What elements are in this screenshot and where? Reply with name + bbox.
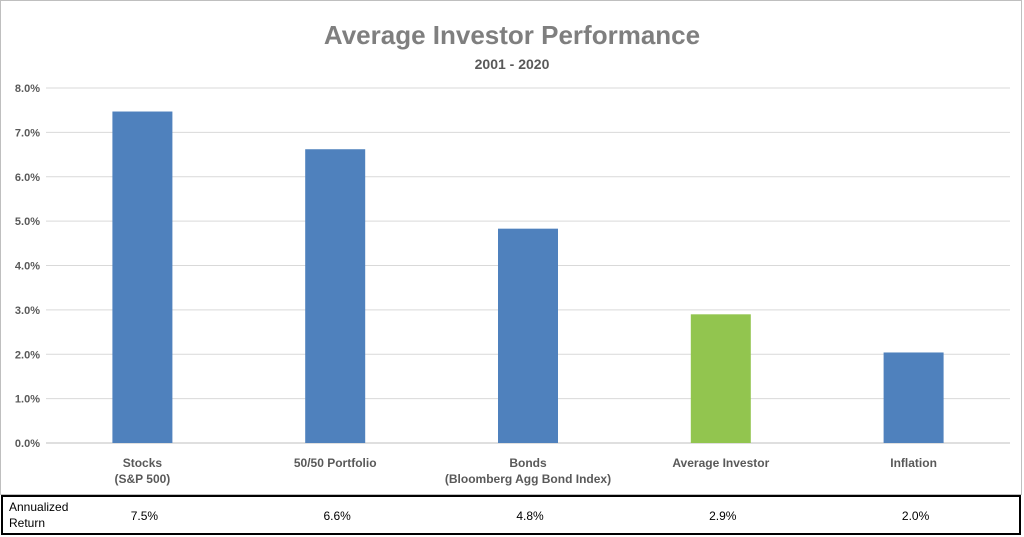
annualized-return-table: Annualized Return 7.5% 6.6% 4.8% 2.9% 2.0% [1, 495, 1021, 535]
y-tick-label: 2.0% [15, 349, 40, 361]
y-tick-label: 6.0% [15, 172, 40, 184]
x-category-label: Stocks [123, 456, 163, 470]
y-tick-label: 0.0% [15, 438, 40, 450]
x-category-label: Average Investor [672, 456, 769, 470]
x-category-label: 50/50 Portfolio [294, 456, 377, 470]
table-row-header: Annualized Return [9, 500, 69, 530]
x-category-label: Bonds [509, 456, 547, 470]
table-cell: 6.6% [323, 509, 351, 523]
bar [690, 314, 751, 443]
x-axis-labels: Stocks (S&P 500) 50/50 Portfolio Bonds (Bloo… [114, 456, 936, 486]
x-category-label: (S&P 500) [114, 472, 170, 486]
y-tick-label: 1.0% [15, 394, 40, 406]
table-cell: 7.5% [130, 509, 159, 523]
y-tick-label: 4.0% [15, 261, 40, 273]
y-tick-label: 5.0% [15, 216, 40, 228]
table-cell: 4.8% [516, 509, 544, 523]
y-axis-ticks: 0.0% 1.0% 2.0% 3.0% 4.0% 5.0% 6.0% 7.0% 8.0% [15, 83, 40, 450]
chart-subtitle: 2001 - 2020 [474, 56, 550, 72]
y-tick-label: 7.0% [15, 127, 40, 139]
y-tick-label: 3.0% [15, 305, 40, 317]
chart-frame [0, 0, 1022, 495]
table-cell: 2.9% [709, 509, 737, 523]
bar [112, 111, 173, 444]
chart-title: Average Investor Performance [323, 20, 701, 50]
bar-chart: 0.0% 1.0% 2.0% 3.0% 4.0% 5.0% 6.0% 7.0% 8.0% Sto… [15, 83, 1010, 486]
table-cell: 2.0% [901, 509, 930, 523]
bar [498, 228, 558, 443]
bars [112, 111, 944, 444]
bar [883, 352, 944, 443]
x-category-label: Inflation [890, 456, 937, 470]
y-tick-label: 8.0% [15, 83, 40, 95]
x-category-label: (Bloomberg Agg Bond Index) [445, 472, 611, 486]
bar [305, 149, 366, 444]
